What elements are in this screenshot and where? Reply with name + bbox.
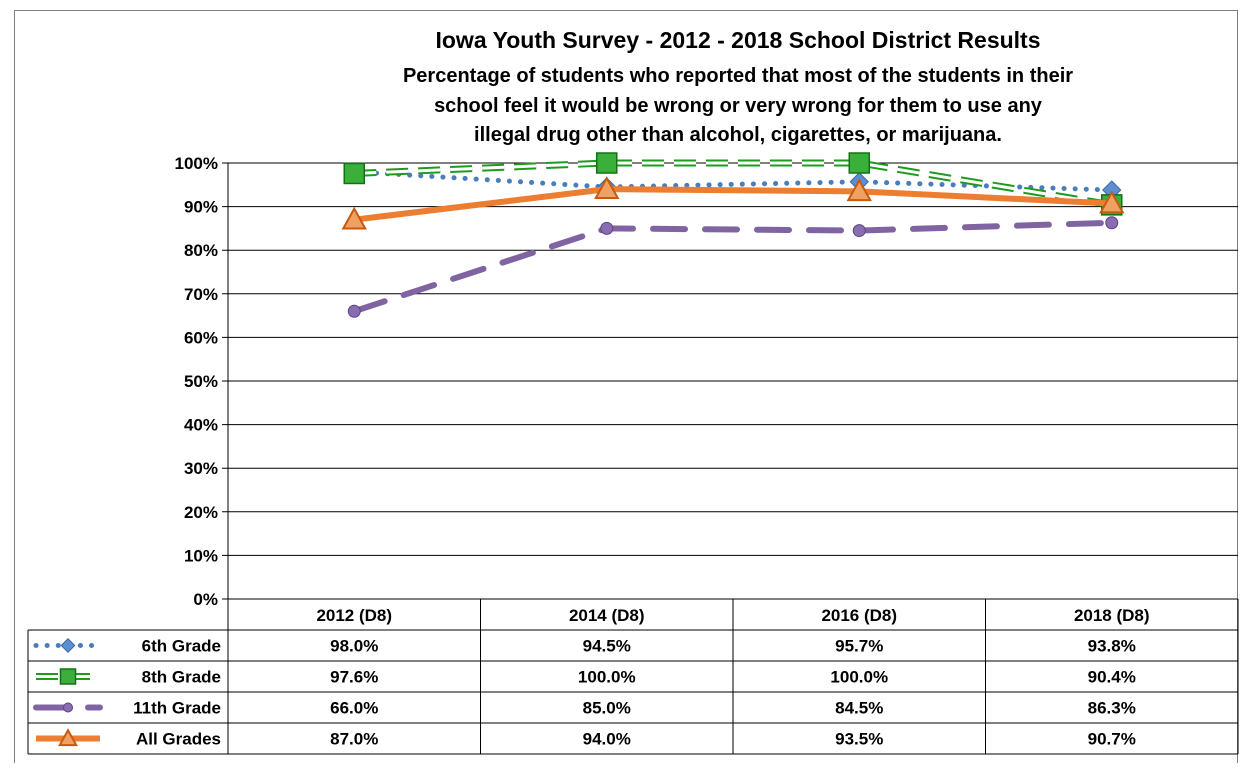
marker-circle — [347, 304, 361, 318]
marker-triangle — [594, 176, 620, 199]
marker-triangle — [341, 206, 367, 230]
legend-label: 11th Grade — [133, 699, 221, 718]
data-cell: 98.0% — [330, 637, 378, 656]
data-cell: 94.5% — [583, 637, 631, 656]
marker-circle — [600, 221, 614, 235]
chart-frame — [14, 10, 1238, 763]
y-tick-label: 90% — [184, 198, 218, 217]
data-cell: 87.0% — [330, 730, 378, 749]
chart-subtitle-line-1: Percentage of students who reported that… — [403, 65, 1073, 87]
marker-square — [59, 668, 77, 685]
data-table: 2012 (D8) 2014 (D8) 2016 (D8) 2018 (D8) 6th … — [27, 598, 1239, 755]
category-label: 2018 (D8) — [1074, 606, 1150, 625]
data-cell: 84.5% — [835, 699, 883, 718]
series-11th-grade — [347, 216, 1119, 318]
data-cell: 100.0% — [830, 668, 888, 687]
chart-subtitle-line-2: school feel it would be wrong or very wr… — [434, 95, 1043, 117]
data-cell: 97.6% — [330, 668, 378, 687]
legend-key — [36, 728, 100, 747]
series-line — [351, 219, 1115, 315]
marker-diamond — [60, 638, 76, 653]
y-tick-label: 20% — [184, 503, 218, 522]
y-tick-label: 80% — [184, 241, 218, 260]
y-tick-label: 30% — [184, 459, 218, 478]
marker-circle — [1105, 216, 1119, 230]
marker-square — [343, 162, 365, 185]
legend-key — [33, 638, 103, 653]
category-label: 2014 (D8) — [569, 606, 645, 625]
plot-area: 0% 10% 20% 30% 40% 50% 60% 70% 80% 90% 100% — [175, 152, 1238, 609]
chart-subtitle-line-3: illegal drug other than alcohol, cigaret… — [474, 124, 1002, 146]
marker-triangle — [1099, 190, 1125, 214]
y-tick-label: 40% — [184, 416, 218, 435]
y-tick-label: 60% — [184, 328, 218, 347]
data-cell: 100.0% — [578, 668, 636, 687]
series-all-grades — [341, 176, 1125, 230]
series-line — [351, 169, 1115, 193]
category-label: 2012 (D8) — [316, 606, 392, 625]
data-cell: 90.4% — [1088, 668, 1136, 687]
data-cell: 93.8% — [1088, 637, 1136, 656]
data-cell: 94.0% — [583, 730, 631, 749]
legend-label: 8th Grade — [142, 668, 221, 687]
marker-circle — [63, 702, 73, 713]
data-cell: 85.0% — [583, 699, 631, 718]
category-label: 2016 (D8) — [821, 606, 897, 625]
data-cell: 93.5% — [835, 730, 883, 749]
marker-square — [596, 152, 618, 174]
y-tick-label: 50% — [184, 372, 218, 391]
legend-key — [33, 702, 103, 713]
y-tick-label: 10% — [184, 546, 218, 565]
series-line — [353, 186, 1112, 223]
marker-circle — [852, 224, 866, 238]
chart-title: Iowa Youth Survey - 2012 - 2018 School D… — [435, 27, 1040, 53]
legend-label: 6th Grade — [142, 637, 221, 656]
data-cell: 95.7% — [835, 637, 883, 656]
y-tick-label: 100% — [175, 154, 218, 173]
y-tick-label: 70% — [184, 285, 218, 304]
data-cell: 90.7% — [1088, 730, 1136, 749]
marker-triangle — [58, 728, 78, 747]
data-cell: 86.3% — [1088, 699, 1136, 718]
y-tick-label: 0% — [193, 590, 218, 609]
legend-label: All Grades — [136, 730, 221, 749]
legend-key — [36, 668, 100, 685]
data-cell: 66.0% — [330, 699, 378, 718]
marker-triangle — [846, 178, 872, 202]
marker-square — [848, 152, 870, 174]
